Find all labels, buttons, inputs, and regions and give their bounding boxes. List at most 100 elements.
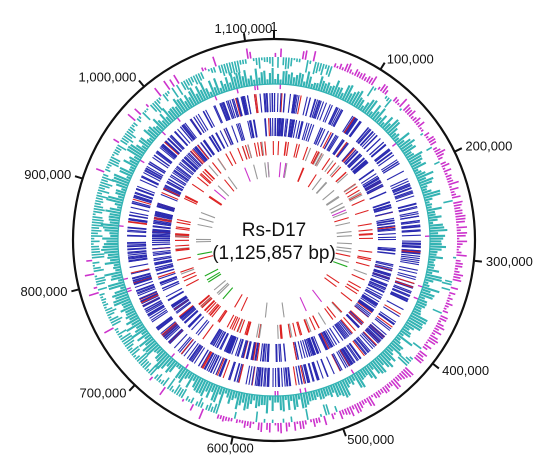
gc-content-bar [343,84,354,102]
gc-skew-bar [386,383,391,389]
cds-feature [191,345,203,363]
cds-feature [208,354,218,372]
cds-feature [176,302,192,314]
rna-feature [197,176,209,187]
gc-skew-bar [446,299,450,303]
cds-feature [397,271,417,278]
gc-content-bar [427,213,436,217]
cds-feature [398,268,418,274]
gc-skew-bar [134,355,141,361]
cds-feature [401,246,421,249]
gc-content-bar [195,378,205,393]
cds-feature [281,118,285,137]
gc-skew-bar [318,62,323,72]
cds-feature [133,195,152,203]
gc-skew-bar [363,76,368,82]
cds-feature [363,134,378,150]
cds-feature [378,313,395,326]
gc-skew-bar [236,60,241,74]
gc-content-bar [423,192,441,200]
gc-content-bar [394,337,401,345]
gc-content-bar [350,369,355,375]
cds-feature [145,301,163,312]
gc-content-bar [383,349,396,362]
gc-content-bar [429,245,447,249]
gc-content-bar [144,337,154,347]
gc-skew-bar [346,407,351,415]
gc-skew-bar [456,220,465,223]
cds-feature [152,233,171,236]
cds-feature [155,265,174,272]
cds-feature [152,231,171,234]
cds-feature [373,148,390,161]
misc-feature [322,189,335,201]
cds-feature [133,194,153,202]
rna-feature [303,319,310,333]
cds-feature [226,335,235,353]
gc-content-bar [425,273,442,280]
gc-skew-bar [105,308,117,314]
gc-content-bar [111,178,129,187]
rna-feature [204,169,215,180]
gc-skew-bar [370,76,378,86]
misc-feature [198,255,214,260]
gc-content-bar [111,290,128,298]
gc-skew-bar [453,203,462,207]
gc-skew-bar [375,391,381,398]
cds-feature [256,342,261,361]
cds-feature [128,217,148,222]
gc-content-bar [187,372,193,380]
gc-skew-bar [432,146,438,151]
cds-feature [313,127,322,145]
cds-feature [377,233,396,236]
misc-feature [336,235,352,238]
gc-content-bar [363,99,375,114]
gc-content-bar [359,369,367,378]
gc-content-bar [165,116,172,124]
gc-content-bar [289,72,294,86]
rna-feature [331,302,342,314]
gc-content-bar [417,176,427,182]
gc-content-bar [404,323,415,331]
misc-feature [281,302,285,318]
gc-content-bar [309,391,315,401]
cds-feature [162,282,180,292]
rna-feature [201,297,213,309]
cds-feature [167,137,183,152]
gc-skew-bar [394,98,400,104]
cds-feature [297,341,303,359]
cds-feature [155,264,174,271]
cds-feature [290,119,296,138]
gc-skew-bar [428,138,436,144]
gc-skew-bar [117,144,127,151]
gc-content-bar [284,70,288,85]
cds-feature [322,331,332,348]
gc-content-bar [116,206,122,210]
cds-feature [202,351,213,369]
gc-content-bar [297,393,301,400]
gc-content-bar [406,152,415,159]
cds-feature [359,130,374,146]
cds-feature [316,128,326,146]
cds-feature [382,161,399,173]
cds-feature [223,101,231,120]
cds-feature [152,249,171,253]
gc-skew-bar [103,306,107,309]
rna-feature [198,295,211,306]
cds-feature [160,145,176,159]
gc-skew-bar [384,95,388,100]
gc-content-bar [233,76,239,89]
gc-skew-bar [338,410,344,420]
cds-feature [161,144,177,158]
cds-feature [395,280,414,288]
rna-feature [335,171,347,183]
rna-feature [175,247,190,251]
cds-feature [344,150,358,165]
cds-feature [197,113,209,131]
gc-content-bar [147,128,158,138]
gc-content-bar [231,390,236,401]
gc-content-bar [371,360,384,374]
gc-skew-bar [173,384,181,394]
cds-feature [231,98,239,118]
cds-feature [155,316,172,329]
